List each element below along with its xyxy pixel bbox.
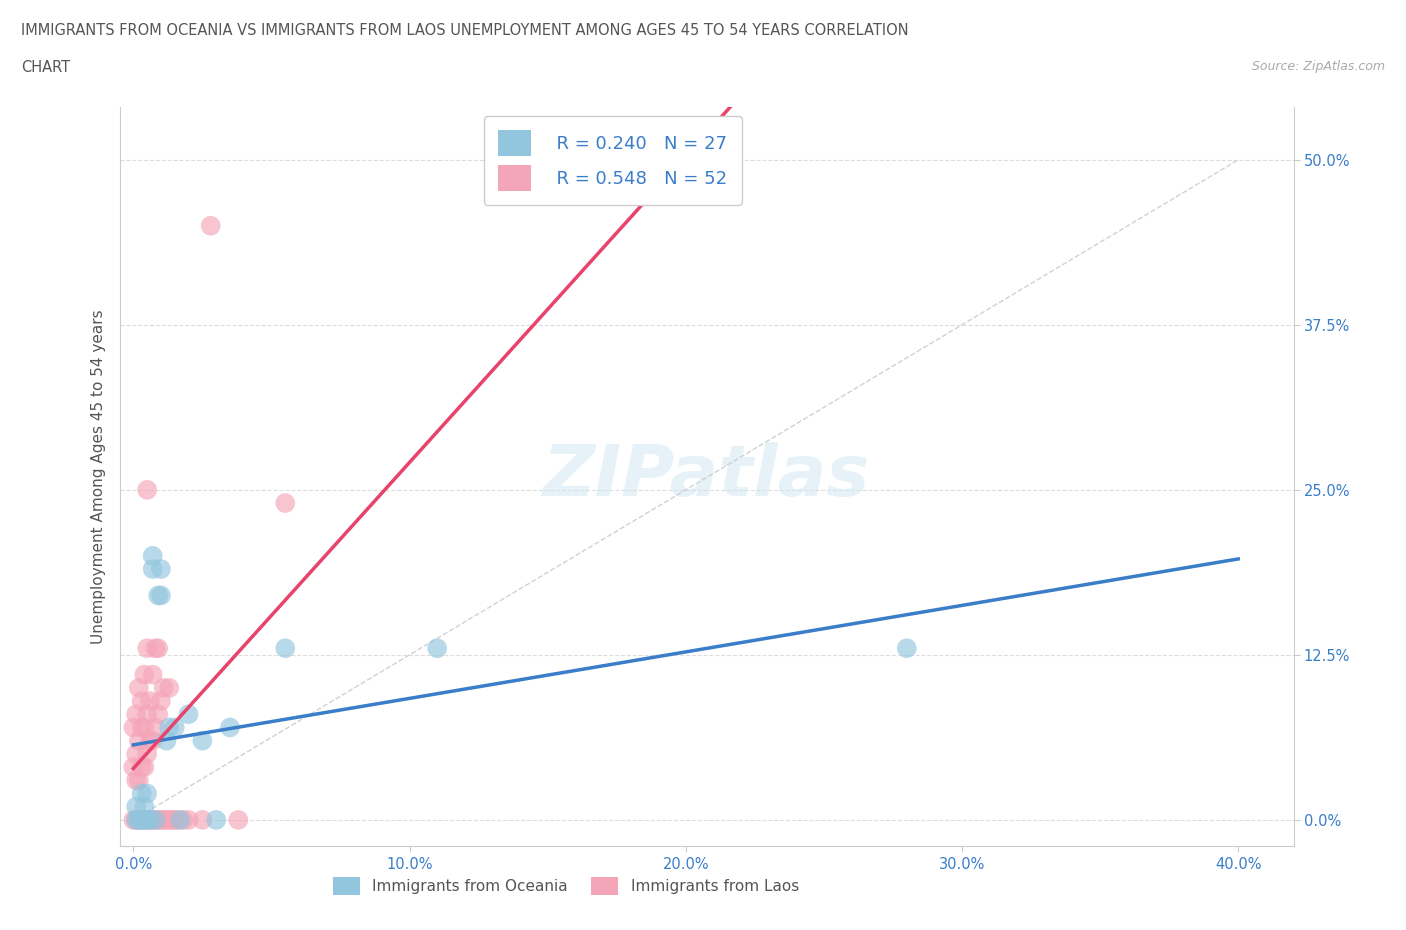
Point <box>191 733 214 748</box>
Point <box>155 813 177 828</box>
Point <box>205 813 228 828</box>
Point <box>896 641 918 656</box>
Point <box>134 799 156 814</box>
Point <box>131 813 153 828</box>
Point <box>142 549 165 564</box>
Point <box>125 707 148 722</box>
Point <box>142 733 165 748</box>
Point <box>131 720 153 735</box>
Point <box>128 733 150 748</box>
Point <box>134 667 156 682</box>
Point <box>149 813 172 828</box>
Point <box>152 681 174 696</box>
Point <box>163 720 186 735</box>
Point <box>136 707 159 722</box>
Point <box>169 813 191 828</box>
Point <box>172 813 194 828</box>
Point <box>166 813 188 828</box>
Text: CHART: CHART <box>21 60 70 75</box>
Point <box>125 813 148 828</box>
Point <box>148 641 170 656</box>
Point <box>134 760 156 775</box>
Point <box>160 813 183 828</box>
Point <box>139 813 162 828</box>
Point <box>139 694 162 709</box>
Point <box>148 707 170 722</box>
Point <box>131 694 153 709</box>
Point <box>145 641 167 656</box>
Point <box>128 813 150 828</box>
Point <box>149 588 172 603</box>
Point <box>157 681 180 696</box>
Point <box>149 694 172 709</box>
Point <box>145 720 167 735</box>
Point <box>134 813 156 828</box>
Point <box>149 562 172 577</box>
Point <box>136 641 159 656</box>
Point <box>155 733 177 748</box>
Point <box>274 641 297 656</box>
Point <box>157 813 180 828</box>
Point <box>131 786 153 801</box>
Point <box>125 813 148 828</box>
Point <box>163 813 186 828</box>
Point <box>148 813 170 828</box>
Point <box>152 813 174 828</box>
Point <box>177 707 200 722</box>
Point <box>131 813 153 828</box>
Legend: Immigrants from Oceania, Immigrants from Laos: Immigrants from Oceania, Immigrants from… <box>326 870 804 901</box>
Point <box>139 733 162 748</box>
Point <box>219 720 242 735</box>
Point <box>128 681 150 696</box>
Point <box>136 813 159 828</box>
Point <box>157 720 180 735</box>
Point <box>128 813 150 828</box>
Point <box>191 813 214 828</box>
Text: Source: ZipAtlas.com: Source: ZipAtlas.com <box>1251 60 1385 73</box>
Point <box>134 813 156 828</box>
Point <box>142 813 165 828</box>
Text: ZIPatlas: ZIPatlas <box>543 442 870 512</box>
Point <box>226 813 249 828</box>
Point <box>122 760 145 775</box>
Point <box>426 641 449 656</box>
Point <box>136 786 159 801</box>
Point <box>128 773 150 788</box>
Point <box>177 813 200 828</box>
Point <box>145 813 167 828</box>
Point <box>142 562 165 577</box>
Point <box>134 720 156 735</box>
Y-axis label: Unemployment Among Ages 45 to 54 years: Unemployment Among Ages 45 to 54 years <box>90 310 105 644</box>
Point <box>122 813 145 828</box>
Point <box>274 496 297 511</box>
Point <box>125 773 148 788</box>
Point <box>142 667 165 682</box>
Point <box>136 747 159 762</box>
Point <box>131 760 153 775</box>
Point <box>200 219 222 233</box>
Point <box>148 588 170 603</box>
Point <box>136 483 159 498</box>
Text: IMMIGRANTS FROM OCEANIA VS IMMIGRANTS FROM LAOS UNEMPLOYMENT AMONG AGES 45 TO 54: IMMIGRANTS FROM OCEANIA VS IMMIGRANTS FR… <box>21 23 908 38</box>
Point <box>139 813 162 828</box>
Point <box>145 813 167 828</box>
Point <box>125 799 148 814</box>
Point <box>136 813 159 828</box>
Point <box>122 720 145 735</box>
Point <box>125 747 148 762</box>
